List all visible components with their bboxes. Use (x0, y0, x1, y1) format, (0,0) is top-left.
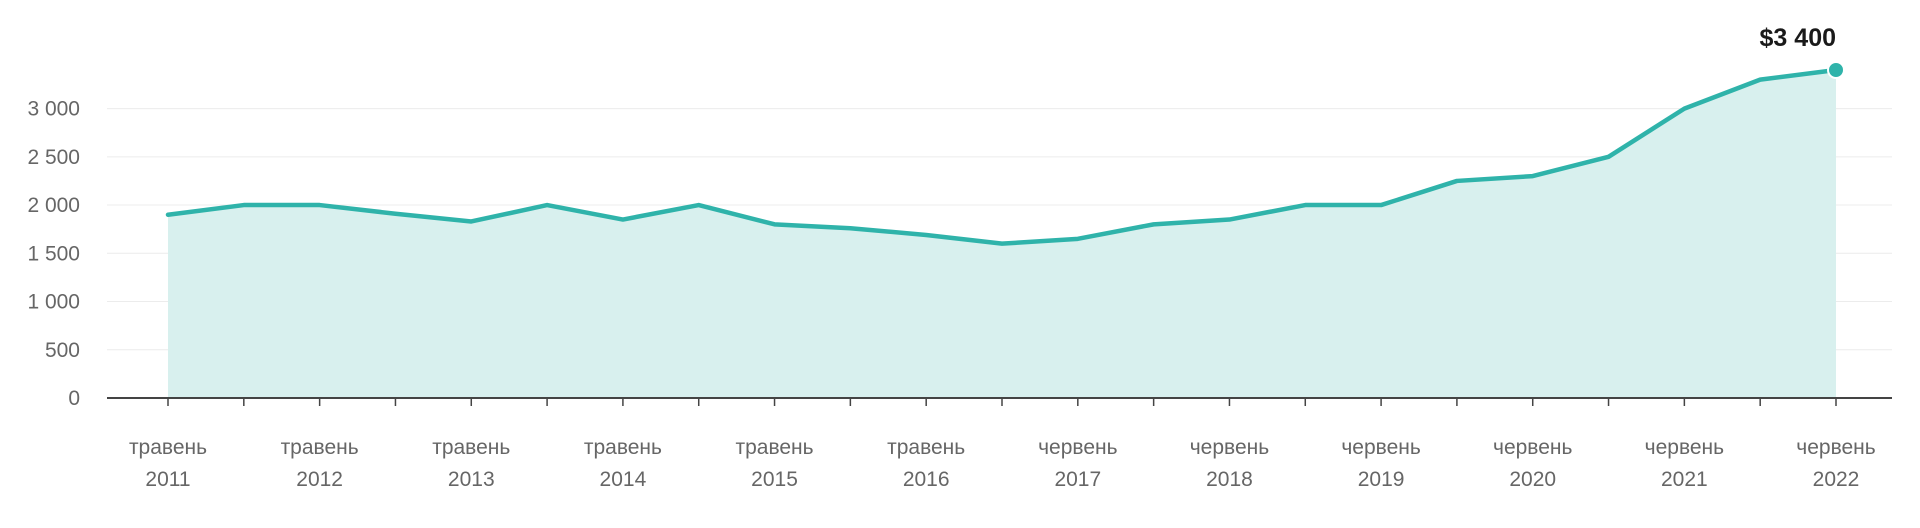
y-tick-label: 0 (68, 387, 80, 410)
x-tick-label-year: 2017 (1054, 468, 1101, 491)
x-axis-labels: травень 2011 травень 2012 травень 2013 травень… (129, 436, 1876, 491)
x-axis (107, 397, 1892, 406)
series-line (165, 67, 1839, 246)
peak-point-marker (1827, 61, 1845, 79)
x-tick-label-year: 2013 (448, 468, 495, 491)
x-tick-label-month: травень (584, 436, 662, 459)
peak-annotation: $3 400 (1760, 24, 1845, 79)
y-tick-label: 1 500 (27, 242, 80, 265)
y-tick-label: 2 500 (27, 146, 80, 169)
x-tick-label-year: 2012 (296, 468, 343, 491)
x-tick-label-year: 2015 (751, 468, 798, 491)
x-tick-label-year: 2016 (903, 468, 950, 491)
x-tick-label-month: червень (1038, 436, 1117, 459)
y-tick-label: 1 000 (27, 291, 80, 314)
x-tick-label-year: 2021 (1661, 468, 1708, 491)
x-tick-label-month: травень (735, 436, 813, 459)
x-tick-label-year: 2011 (145, 468, 190, 491)
x-tick-label-month: червень (1645, 436, 1724, 459)
y-axis-labels: 0 500 1 000 1 500 2 000 2 500 3 000 (27, 98, 80, 410)
x-tick-label-month: травень (129, 436, 207, 459)
x-tick-label-month: травень (432, 436, 510, 459)
x-tick-label-year: 2019 (1358, 468, 1405, 491)
peak-value-label: $3 400 (1760, 24, 1836, 52)
x-tick-label-month: червень (1190, 436, 1269, 459)
x-tick-label-month: червень (1341, 436, 1420, 459)
x-tick-label-year: 2014 (600, 468, 647, 491)
x-tick-label-year: 2020 (1509, 468, 1556, 491)
y-tick-label: 2 000 (27, 194, 80, 217)
x-tick-label-year: 2018 (1206, 468, 1253, 491)
y-tick-label: 500 (45, 339, 80, 362)
x-tick-label-year: 2022 (1813, 468, 1860, 491)
x-tick-label-month: червень (1796, 436, 1875, 459)
x-tick-label-month: травень (887, 436, 965, 459)
x-tick-label-month: травень (281, 436, 359, 459)
y-tick-label: 3 000 (27, 98, 80, 121)
x-tick-label-month: червень (1493, 436, 1572, 459)
area-fill (168, 70, 1836, 398)
